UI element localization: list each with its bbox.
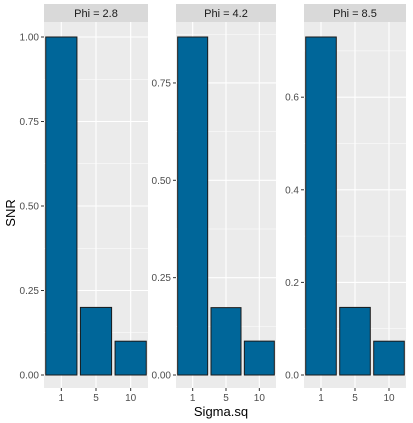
- x-tick-label: 10: [383, 393, 395, 404]
- x-axis-title: Sigma.sq: [194, 404, 248, 419]
- x-tick-label: 10: [125, 393, 137, 404]
- y-tick-label: 0.00: [152, 371, 172, 382]
- facet-panel-2: Phi = 4.2 0.00 0.25 0.50 0.75 1 5 10: [152, 4, 276, 404]
- facet-strip-label: Phi = 2.8: [74, 8, 118, 20]
- facet-strip: [44, 4, 148, 22]
- y-tick-label: 0.00: [20, 371, 40, 382]
- bar-1: [305, 36, 337, 376]
- bar-1: [45, 36, 78, 376]
- y-tick-label: 0.4: [285, 185, 299, 196]
- y-tick-label: 0.2: [285, 278, 299, 289]
- facet-panel-3: Phi = 8.5 0.0 0.2 0.4 0.6 1 5 10: [285, 4, 406, 404]
- y-tick-label: 0.0: [285, 371, 299, 382]
- bar-10: [243, 340, 275, 376]
- y-axis-title: SNR: [3, 199, 18, 226]
- facet-panel-1: Phi = 2.8 0.00 0.25 0.50 0.75 1.00 1 5 10: [20, 4, 148, 404]
- y-tick-label: 0.6: [285, 93, 299, 104]
- bar-1: [177, 36, 209, 376]
- bar-10: [373, 340, 405, 376]
- x-tick-label: 5: [93, 393, 99, 404]
- bar-5: [339, 306, 371, 376]
- facet-strip: [304, 4, 406, 22]
- x-tick-label: 5: [352, 393, 358, 404]
- x-tick-label: 5: [223, 393, 229, 404]
- y-tick-label: 0.75: [152, 78, 172, 89]
- y-tick-label: 0.25: [152, 273, 172, 284]
- x-tick-label: 10: [254, 393, 266, 404]
- facet-strip-label: Phi = 4.2: [204, 8, 248, 20]
- bar-5: [210, 307, 242, 376]
- facet-strip: [176, 4, 276, 22]
- y-tick-label: 0.50: [20, 202, 40, 213]
- x-tick-label: 1: [59, 393, 65, 404]
- y-tick-label: 0.25: [20, 286, 40, 297]
- y-tick-label: 1.00: [20, 33, 40, 44]
- x-tick-label: 1: [318, 393, 324, 404]
- bar-5: [79, 306, 113, 376]
- y-tick-label: 0.50: [152, 176, 172, 187]
- facet-strip-label: Phi = 8.5: [333, 8, 377, 20]
- x-tick-label: 1: [190, 393, 196, 404]
- bar-10: [114, 340, 147, 376]
- y-tick-label: 0.75: [20, 117, 40, 128]
